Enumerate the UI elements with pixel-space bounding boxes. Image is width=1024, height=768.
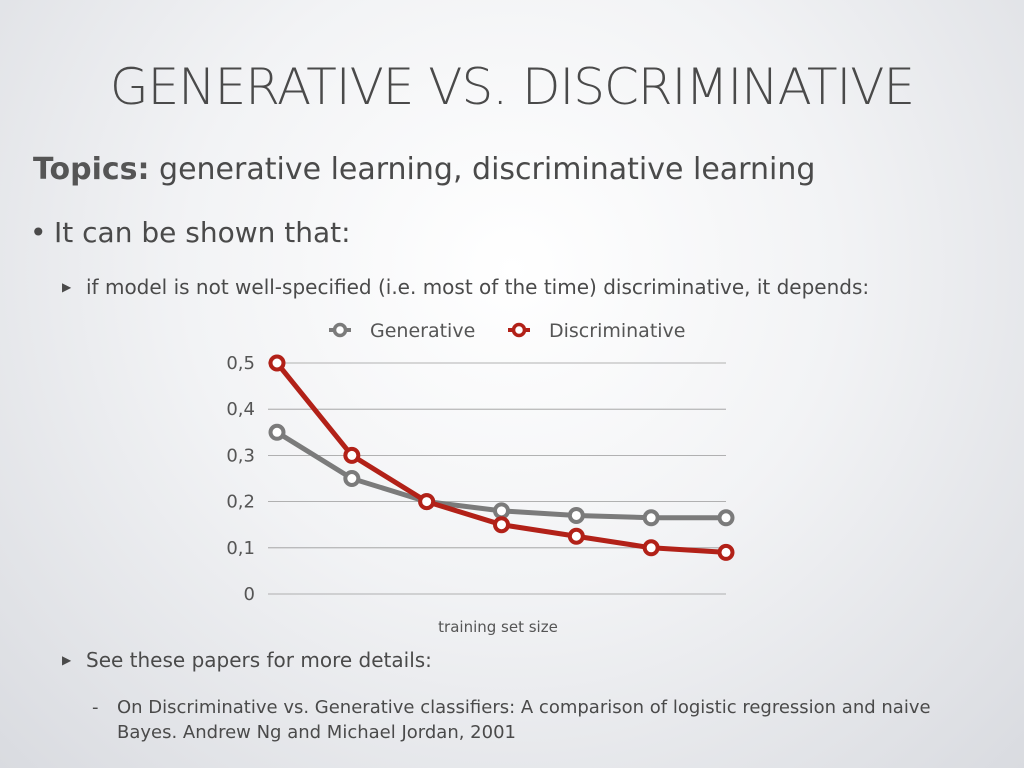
bullet-point: • It can be shown that: [30,216,351,249]
x-axis-label: training set size [438,618,558,636]
bullet-text: It can be shown that: [54,216,351,249]
data-point [642,539,660,557]
reference-text: On Discriminative vs. Generative classif… [117,697,931,743]
triangle-right-icon: ▶ [62,653,72,667]
legend-label: Discriminative [549,320,685,342]
data-point [343,470,361,487]
data-point [268,354,286,372]
slide-title: GENERATIVE VS. DISCRIMINATIVE [109,58,915,116]
series-discriminative [268,354,735,561]
data-point [418,493,436,511]
chart-grid [268,362,726,595]
legend-swatch-marker [332,322,348,338]
data-point [493,516,510,534]
data-point [717,509,735,527]
legend-swatch-marker [511,322,527,338]
triangle-right-icon: ▶ [62,280,72,294]
bullet-dot-icon: • [30,216,47,249]
chart-series [268,354,735,561]
data-point [343,446,361,464]
legend-label: Generative [370,320,475,342]
y-tick-label: 0 [244,584,255,605]
topics-text: generative learning, discriminative lear… [159,152,816,187]
y-tick-label: 0,1 [226,538,255,559]
dash-icon: - [92,697,99,718]
data-point [268,423,286,441]
legend-item: Discriminative [508,320,685,342]
data-point [493,502,510,520]
data-point [567,527,585,545]
y-tick-label: 0,4 [226,399,255,420]
sub-point-2: ▶ See these papers for more details: [62,648,432,672]
sub-point-1-text: if model is not well-specified (i.e. mos… [86,275,870,299]
y-tick-label: 0,2 [226,492,255,513]
reference-item: - On Discriminative vs. Generative class… [92,695,972,745]
chart-y-ticks: 0 0,1 0,2 0,3 0,4 0,5 [226,353,255,605]
sub-point-1: ▶ if model is not well-specified (i.e. mo… [62,275,869,299]
y-tick-label: 0,5 [226,353,255,374]
y-tick-label: 0,3 [226,445,255,466]
legend-item: Generative [329,320,475,342]
data-point [717,543,735,561]
data-point [642,509,660,527]
chart-legend: Generative Discriminative [329,320,685,342]
topics-label: Topics: [33,152,150,187]
topics-line: Topics: generative learning, discriminat… [33,152,815,187]
sub-point-2-text: See these papers for more details: [86,648,432,672]
data-point [567,506,585,524]
